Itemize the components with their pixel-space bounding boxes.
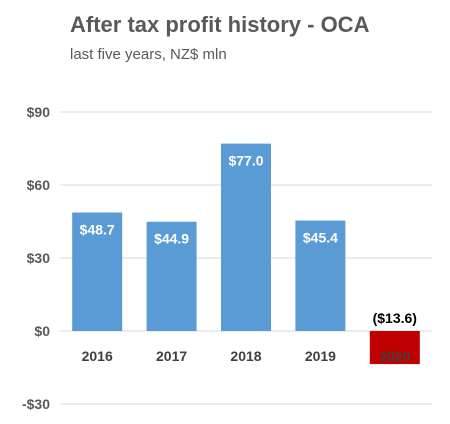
y-tick-label: -$30 bbox=[22, 396, 50, 412]
x-tick-label: 2016 bbox=[82, 348, 113, 364]
bars bbox=[72, 143, 420, 365]
data-label: ($13.6) bbox=[373, 310, 417, 326]
bar-2016 bbox=[72, 212, 123, 331]
x-tick-label: 2019 bbox=[305, 348, 336, 364]
x-tick-label: 2018 bbox=[230, 348, 261, 364]
x-axis-ticks: 2016 2017 2018 2019 2020 bbox=[82, 348, 411, 364]
x-tick-label: 2020 bbox=[379, 348, 410, 364]
data-label: $45.4 bbox=[303, 230, 338, 246]
bar-2018 bbox=[221, 143, 271, 331]
data-label: $44.9 bbox=[154, 231, 189, 247]
data-label: $48.7 bbox=[80, 221, 115, 237]
bar-2019 bbox=[295, 220, 346, 331]
y-tick-label: $90 bbox=[27, 104, 51, 120]
chart-title: After tax profit history - OCA bbox=[70, 12, 370, 37]
data-label: $77.0 bbox=[228, 153, 263, 169]
bar-2020 bbox=[369, 331, 420, 365]
x-tick-label: 2017 bbox=[156, 348, 187, 364]
y-tick-label: $60 bbox=[27, 177, 51, 193]
y-tick-label: $30 bbox=[27, 250, 51, 266]
y-tick-label: $0 bbox=[34, 323, 50, 339]
chart-subtitle: last five years, NZ$ mln bbox=[70, 46, 227, 63]
data-labels: $48.7 $44.9 $77.0 $45.4 ($13.6) bbox=[80, 153, 417, 326]
y-axis-ticks: $90 $60 $30 $0 -$30 bbox=[22, 104, 50, 412]
bar-2017 bbox=[146, 221, 197, 331]
